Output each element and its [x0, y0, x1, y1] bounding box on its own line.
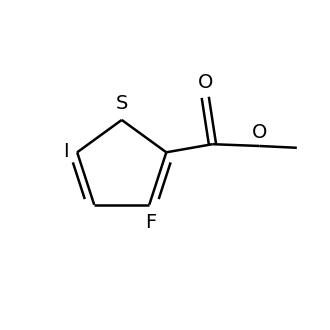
Text: F: F	[146, 213, 157, 232]
Text: O: O	[198, 73, 213, 92]
Text: S: S	[115, 94, 128, 114]
Text: I: I	[64, 142, 69, 161]
Text: O: O	[252, 123, 267, 142]
